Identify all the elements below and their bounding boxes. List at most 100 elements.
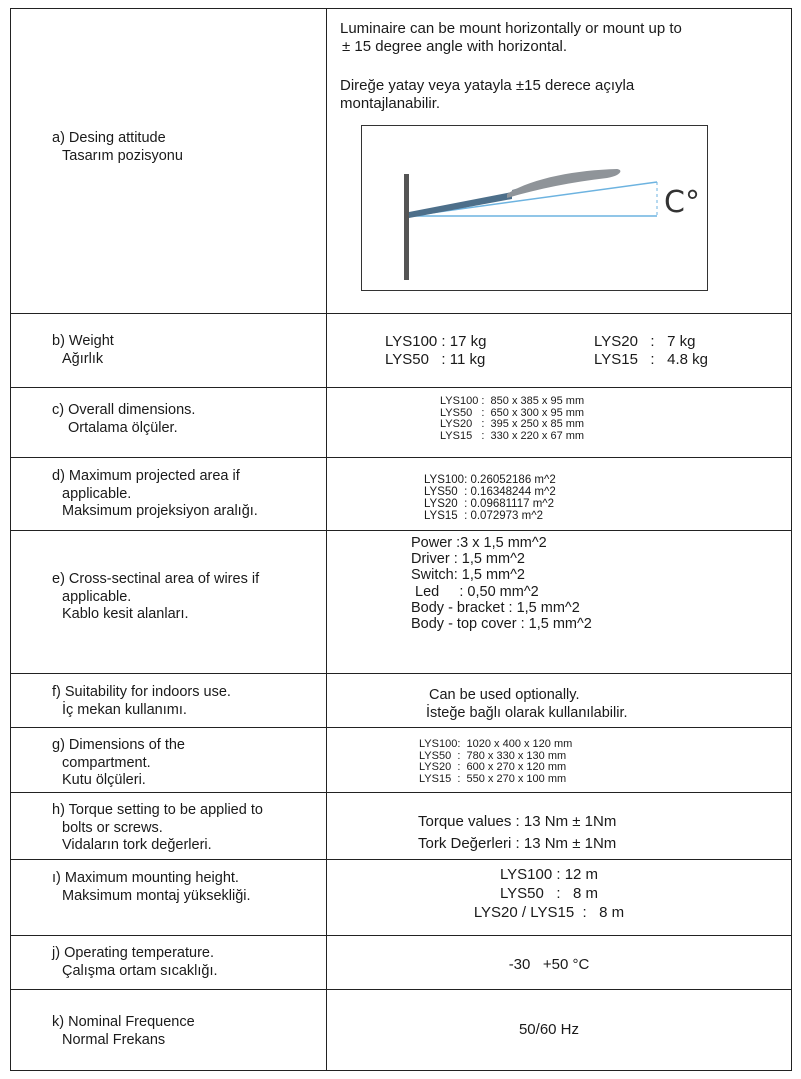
row-divider — [11, 859, 791, 860]
row-f-label-tr: İç mekan kullanımı. — [62, 701, 187, 718]
mounting-angle-figure: C° — [404, 169, 700, 280]
row-h-label-en-1: h) Torque setting to be applied to — [52, 802, 263, 818]
row-f-text-en: Can be used optionally. — [429, 687, 580, 703]
row-divider — [11, 313, 791, 314]
row-a-text-en-1: Luminaire can be mount horizontally or m… — [340, 20, 682, 37]
row-k-label: k) Nominal Frequence Normal Frekans — [52, 1014, 195, 1049]
row-divider — [11, 935, 791, 936]
row-a-label-tr: Tasarım pozisyonu — [62, 147, 183, 164]
row-d-value: LYS50 : 0.16348244 m^2 — [424, 486, 556, 499]
row-b-value: LYS100 : 17 kg — [385, 333, 487, 350]
row-j-label-en: j) Operating temperature. — [52, 945, 214, 961]
row-e-value: Body - top cover : 1,5 mm^2 — [411, 616, 592, 633]
row-d-values: LYS100: 0.26052186 m^2 LYS50 : 0.1634824… — [424, 474, 556, 522]
row-g-values: LYS100: 1020 x 400 x 120 mm LYS50 : 780 … — [419, 738, 573, 785]
row-b-value: LYS15 : 4.8 kg — [594, 351, 708, 369]
row-h-label: h) Torque setting to be applied to bolts… — [52, 802, 263, 855]
row-g-value: LYS20 : 600 x 270 x 120 mm — [419, 761, 567, 774]
row-c-value: LYS100 : 850 x 385 x 95 mm — [440, 395, 585, 407]
row-g-label: g) Dimensions of the compartment. Kutu ö… — [52, 737, 185, 790]
row-e-value: Driver : 1,5 mm^2 — [411, 551, 525, 568]
row-f-label: f) Suitability for indoors use. İç mekan… — [52, 684, 231, 719]
row-i-label-en: ı) Maximum mounting height. — [52, 870, 239, 886]
row-a-text-en-2: ± 15 degree angle with horizontal. — [342, 38, 568, 56]
row-c-label-en: c) Overall dimensions. — [52, 402, 196, 418]
row-e-value: Led : 0,50 mm^2 — [411, 583, 539, 600]
row-b-value: LYS20 : 7 kg — [594, 333, 696, 350]
row-e-value: Power :3 x 1,5 mm^2 — [411, 535, 547, 551]
row-e-label-tr: Kablo kesit alanları. — [62, 606, 189, 623]
row-j-value: -30 +50 °C — [508, 956, 590, 973]
row-divider — [11, 387, 791, 388]
row-d-label-en-1: d) Maximum projected area if — [52, 468, 240, 484]
row-divider — [11, 673, 791, 674]
row-e-label-en-1: e) Cross-sectinal area of wires if — [52, 571, 260, 587]
row-d-value: LYS20 : 0.09681117 m^2 — [424, 498, 555, 511]
row-i-value: LYS20 / LYS15 : 8 m — [473, 903, 625, 921]
row-k-value: 50/60 Hz — [518, 1021, 580, 1038]
row-d-label-en-2: applicable. — [62, 485, 132, 502]
row-c-values: LYS100 : 850 x 385 x 95 mm LYS50 : 650 x… — [440, 395, 585, 442]
row-b-values-right: LYS20 : 7 kg LYS15 : 4.8 kg — [594, 333, 708, 370]
angle-symbol-label: C° — [664, 185, 700, 220]
row-h-text-en: Torque values : 13 Nm ± 1Nm — [418, 813, 617, 830]
mounting-angle-diagram: C° — [361, 125, 708, 291]
row-c-value: LYS15 : 330 x 220 x 67 mm — [440, 429, 585, 442]
row-h-label-en-2: bolts or screws. — [62, 819, 163, 836]
row-a-label-en: a) Desing attitude — [52, 130, 166, 146]
row-divider — [11, 530, 791, 531]
row-e-values: Power :3 x 1,5 mm^2 Driver : 1,5 mm^2 Sw… — [411, 535, 592, 632]
row-d-label-tr: Maksimum projeksiyon aralığı. — [62, 503, 258, 520]
row-divider — [11, 989, 791, 990]
row-divider — [11, 792, 791, 793]
row-k-label-en: k) Nominal Frequence — [52, 1014, 195, 1030]
row-c-label-tr: Ortalama ölçüler. — [68, 419, 178, 436]
row-h-values: Torque values : 13 Nm ± 1Nm Tork Değerle… — [418, 811, 616, 855]
row-g-value: LYS15 : 550 x 270 x 100 mm — [419, 772, 567, 785]
row-divider — [11, 457, 791, 458]
row-h-text-tr: Tork Değerleri : 13 Nm ± 1Nm — [418, 834, 617, 852]
row-j-label-tr: Çalışma ortam sıcaklığı. — [62, 962, 218, 979]
row-e-label: e) Cross-sectinal area of wires if appli… — [52, 571, 259, 624]
row-d-label: d) Maximum projected area if applicable.… — [52, 468, 258, 521]
row-d-value: LYS15 : 0.072973 m^2 — [424, 510, 543, 523]
row-g-label-en-1: g) Dimensions of the — [52, 737, 185, 753]
column-divider — [326, 9, 327, 1070]
row-e-label-en-2: applicable. — [62, 588, 132, 605]
spec-table — [10, 8, 792, 1071]
luminaire-body-shape — [507, 169, 621, 198]
row-b-label-tr: Ağırlık — [62, 350, 104, 367]
row-e-value: Switch: 1,5 mm^2 — [411, 567, 525, 584]
row-c-label: c) Overall dimensions. Ortalama ölçüler. — [52, 402, 195, 437]
arm-shape — [409, 192, 512, 218]
row-i-values: LYS100 : 12 m LYS50 : 8 m LYS20 / LYS15 … — [316, 866, 782, 922]
row-a-text: Luminaire can be mount horizontally or m… — [340, 20, 780, 113]
row-b-label-en: b) Weight — [52, 333, 114, 349]
row-a-label: a) Desing attitude Tasarım pozisyonu — [52, 130, 183, 165]
row-f-label-en: f) Suitability for indoors use. — [52, 684, 231, 700]
row-a-text-tr-2: montajlanabilir. — [340, 94, 441, 112]
row-h-label-tr: Vidaların tork değerleri. — [62, 837, 212, 854]
row-b-label: b) Weight Ağırlık — [52, 333, 114, 368]
pole-shape — [404, 174, 409, 280]
row-c-value: LYS50 : 650 x 300 x 95 mm — [440, 406, 585, 419]
row-a-text-tr-1: Direğe yatay veya yatayla ±15 derece açı… — [340, 76, 635, 94]
row-g-value: LYS50 : 780 x 330 x 130 mm — [419, 749, 567, 762]
row-g-value: LYS100: 1020 x 400 x 120 mm — [419, 738, 573, 750]
row-e-value: Body - bracket : 1,5 mm^2 — [411, 599, 580, 616]
row-g-label-tr: Kutu ölçüleri. — [62, 772, 146, 789]
row-b-value: LYS50 : 11 kg — [385, 351, 486, 369]
row-i-label: ı) Maximum mounting height. Maksimum mon… — [52, 870, 251, 905]
row-i-value: LYS50 : 8 m — [499, 884, 599, 902]
row-f-values: Can be used optionally. İsteğe bağlı ola… — [426, 687, 628, 722]
row-d-value: LYS100: 0.26052186 m^2 — [424, 474, 556, 486]
row-i-value: LYS100 : 12 m — [499, 866, 599, 883]
row-c-value: LYS20 : 395 x 250 x 85 mm — [440, 418, 585, 431]
row-k-label-tr: Normal Frekans — [62, 1031, 166, 1048]
row-g-label-en-2: compartment. — [62, 754, 151, 771]
row-b-values-left: LYS100 : 17 kg LYS50 : 11 kg — [385, 333, 486, 370]
row-i-label-tr: Maksimum montaj yüksekliği. — [62, 887, 251, 904]
row-f-text-tr: İsteğe bağlı olarak kullanılabilir. — [426, 704, 628, 721]
row-divider — [11, 727, 791, 728]
row-j-label: j) Operating temperature. Çalışma ortam … — [52, 945, 218, 980]
